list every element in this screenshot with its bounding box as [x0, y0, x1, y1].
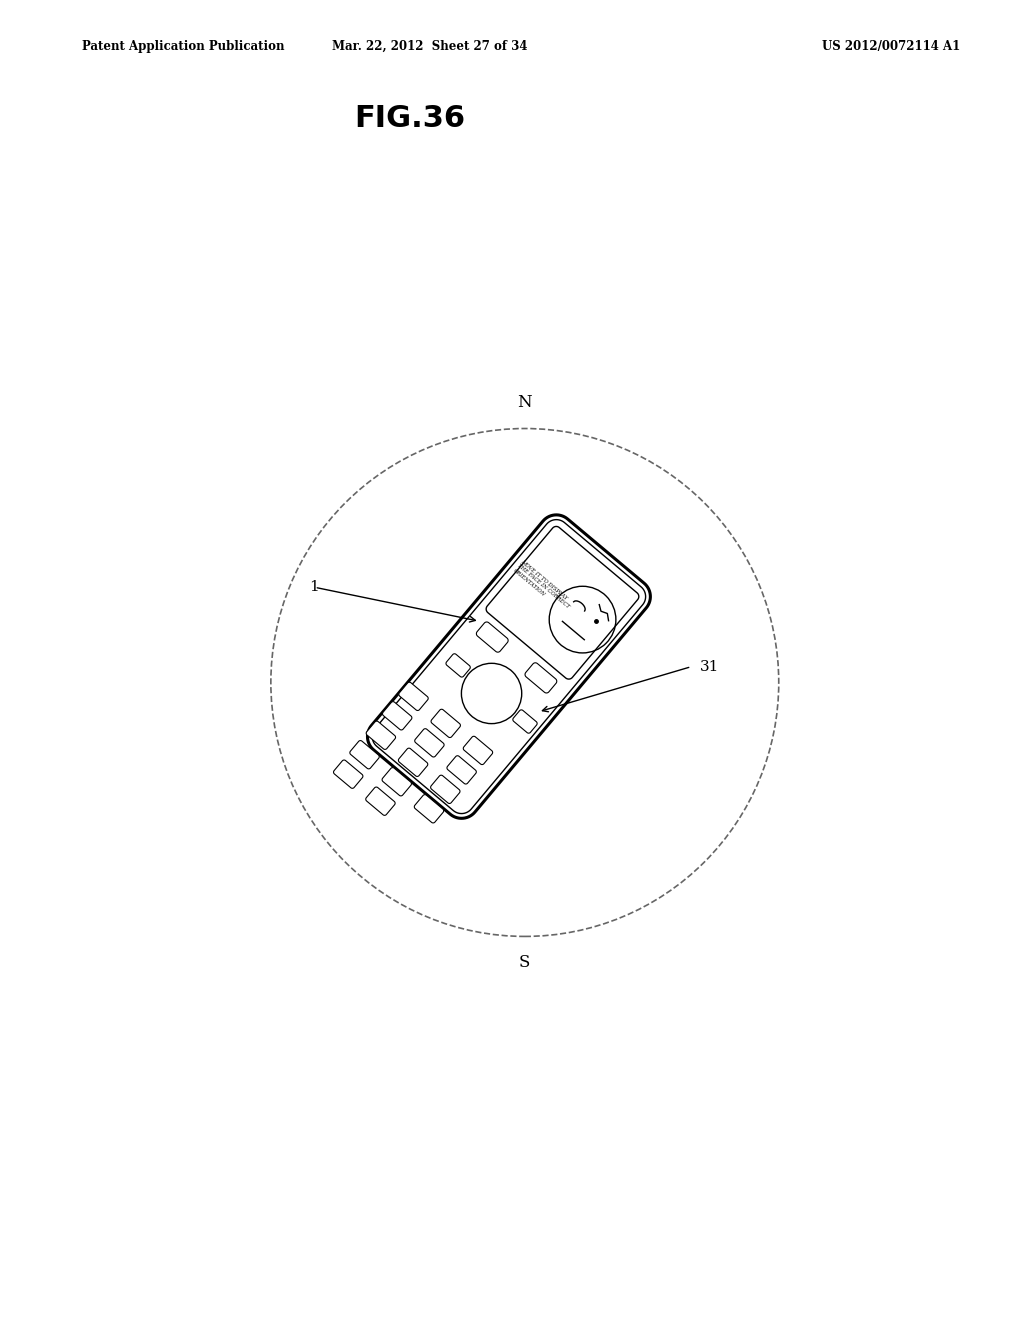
Text: Patent Application Publication: Patent Application Publication	[82, 40, 285, 53]
Polygon shape	[367, 721, 395, 750]
Polygon shape	[383, 702, 412, 730]
Polygon shape	[334, 760, 362, 788]
Text: Mar. 22, 2012  Sheet 27 of 34: Mar. 22, 2012 Sheet 27 of 34	[333, 40, 527, 53]
Polygon shape	[415, 795, 443, 822]
Polygon shape	[366, 787, 395, 816]
Polygon shape	[350, 741, 379, 768]
Polygon shape	[463, 737, 493, 764]
Polygon shape	[431, 775, 460, 804]
Polygon shape	[398, 748, 428, 776]
Polygon shape	[399, 682, 428, 710]
Text: 31: 31	[699, 660, 719, 673]
Text: 1: 1	[309, 581, 319, 594]
Polygon shape	[368, 515, 650, 818]
Polygon shape	[525, 663, 557, 693]
Polygon shape	[382, 768, 412, 796]
Text: FIG.36: FIG.36	[354, 104, 465, 133]
Text: MOVE IT TO DISPLAY
THE FACE IN CORRECT
ORIENTATION: MOVE IT TO DISPLAY THE FACE IN CORRECT O…	[512, 558, 573, 614]
Polygon shape	[486, 527, 639, 678]
Polygon shape	[513, 710, 538, 733]
Polygon shape	[415, 729, 444, 756]
Text: US 2012/0072114 A1: US 2012/0072114 A1	[821, 40, 961, 53]
Text: S: S	[519, 954, 530, 972]
Polygon shape	[446, 756, 476, 784]
Polygon shape	[476, 622, 508, 652]
Polygon shape	[431, 709, 461, 738]
Polygon shape	[373, 520, 645, 813]
Polygon shape	[446, 653, 470, 677]
Text: N: N	[517, 395, 532, 411]
